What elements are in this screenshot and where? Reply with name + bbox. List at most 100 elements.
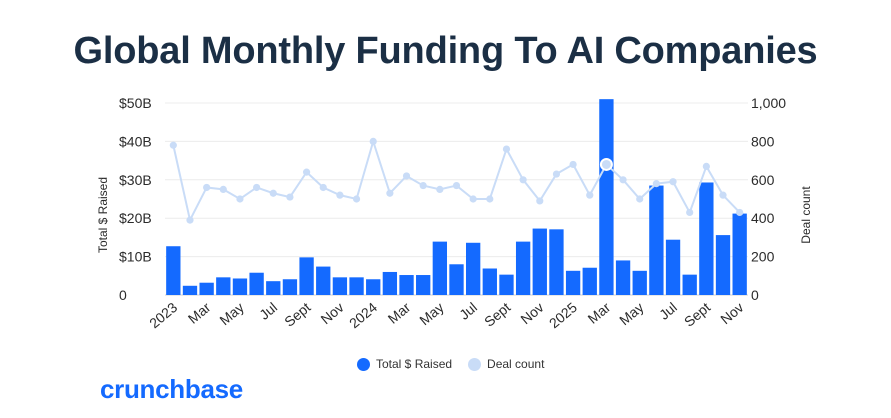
deal-count-point — [519, 176, 527, 184]
y2-tick-label: 1,000 — [751, 95, 786, 111]
x-tick-label: Nov — [317, 299, 346, 327]
line-series — [169, 137, 744, 224]
bar — [199, 282, 214, 295]
y-axis-left: 0 $10B $20B $30B $40B $50B — [119, 95, 152, 303]
deal-count-point — [469, 195, 477, 203]
x-tick-label: Jul — [656, 299, 680, 323]
deal-count-point — [286, 193, 294, 201]
bar — [182, 285, 198, 295]
y2-tick-label: 800 — [751, 133, 775, 149]
legend-swatch-bar — [357, 357, 370, 371]
y-axis-title: Total $ Raised — [96, 177, 110, 253]
bar — [299, 257, 314, 295]
legend-label-total-raised: Total $ Raised — [376, 357, 453, 371]
x-tick-label: 2025 — [546, 299, 580, 331]
y-tick-label: 0 — [119, 287, 127, 303]
bar — [515, 241, 531, 295]
deal-count-point — [536, 197, 544, 205]
x-tick-label: Nov — [717, 299, 746, 327]
crunchbase-logo[interactable]: crunchbase — [100, 374, 243, 404]
x-tick-label: May — [616, 299, 647, 328]
deal-count-point — [219, 185, 227, 193]
bar — [565, 270, 581, 295]
deal-count-point — [253, 183, 261, 192]
y-tick-label: $50B — [119, 95, 152, 111]
bar — [465, 242, 481, 295]
y-tick-label: $30B — [119, 172, 152, 188]
deal-count-point — [502, 145, 511, 153]
y2-tick-label: 0 — [751, 287, 759, 303]
bar — [615, 260, 631, 295]
bar — [532, 228, 547, 295]
deal-count-point — [269, 189, 277, 197]
y2-axis-title: Deal count — [799, 186, 813, 244]
bar — [282, 279, 298, 295]
bar — [599, 99, 614, 295]
y2-tick-label: 200 — [751, 249, 775, 265]
bar — [332, 277, 348, 295]
bar — [732, 213, 747, 295]
deal-count-point — [619, 176, 627, 184]
bar — [649, 185, 664, 295]
deal-count-point — [669, 178, 677, 186]
bar — [249, 272, 264, 295]
deal-count-point — [686, 208, 694, 217]
deal-count-point — [436, 185, 444, 193]
bar — [416, 275, 431, 295]
bar — [699, 182, 714, 295]
y-axis-right: 0 200 400 600 800 1,000 — [751, 95, 786, 303]
y-tick-label: $10B — [119, 249, 152, 265]
chart-svg: 0 $10B $20B $30B $40B $50B 0 200 400 600 800 1,000… — [96, 95, 813, 331]
deal-count-point — [419, 181, 427, 190]
y2-tick-label: 400 — [751, 210, 775, 226]
deal-count-point — [169, 141, 177, 149]
x-tick-label: Nov — [517, 299, 546, 327]
y-tick-label: $40B — [119, 133, 152, 149]
bar — [432, 241, 448, 295]
deal-count-point — [569, 160, 577, 169]
bar — [166, 246, 181, 295]
bar — [582, 267, 597, 295]
bar — [266, 281, 281, 295]
bar — [449, 264, 464, 295]
deal-count-point-highlight — [599, 157, 613, 171]
deal-count-point — [236, 195, 244, 203]
bar-series — [166, 99, 747, 295]
deal-count-point — [586, 191, 594, 199]
x-tick-label: Jul — [456, 299, 480, 323]
x-tick-label: 2024 — [346, 299, 380, 331]
x-tick-label: Mar — [185, 299, 214, 327]
x-tick-label: Mar — [385, 299, 414, 327]
deal-count-point — [652, 180, 660, 188]
deal-count-point — [386, 189, 394, 197]
deal-count-point — [319, 183, 327, 192]
bar — [682, 274, 697, 295]
chart-title: Global Monthly Funding To AI Companies — [73, 30, 818, 72]
bar — [216, 277, 231, 295]
legend-label-deal-count: Deal count — [487, 357, 545, 371]
deal-count-point — [636, 195, 644, 203]
y-tick-label: $20B — [119, 210, 152, 226]
x-tick-label: 2023 — [146, 299, 180, 331]
bar — [316, 266, 331, 295]
bar — [232, 278, 248, 295]
legend: Total $ Raised Deal count — [357, 357, 560, 371]
deal-count-point — [486, 195, 494, 203]
x-tick-label: May — [416, 299, 447, 328]
x-axis: 2023 Mar May Jul Sept Nov 2024 Mar May Jul Sept Nov… — [146, 299, 746, 331]
bar — [715, 235, 731, 295]
deal-count-point — [552, 170, 561, 178]
x-tick-label: Mar — [585, 299, 614, 327]
x-tick-label: Sept — [481, 299, 513, 330]
legend-item-total-raised[interactable]: Total $ Raised — [357, 357, 452, 371]
bar — [499, 274, 514, 295]
deal-count-point — [369, 137, 377, 145]
deal-count-point — [452, 181, 461, 190]
deal-count-point — [402, 172, 411, 180]
deal-count-point — [186, 216, 194, 224]
deal-count-point — [702, 162, 710, 170]
deal-count-point — [336, 191, 344, 199]
deal-count-point — [203, 183, 211, 192]
bar — [665, 239, 681, 295]
legend-item-deal-count[interactable]: Deal count — [468, 357, 544, 371]
